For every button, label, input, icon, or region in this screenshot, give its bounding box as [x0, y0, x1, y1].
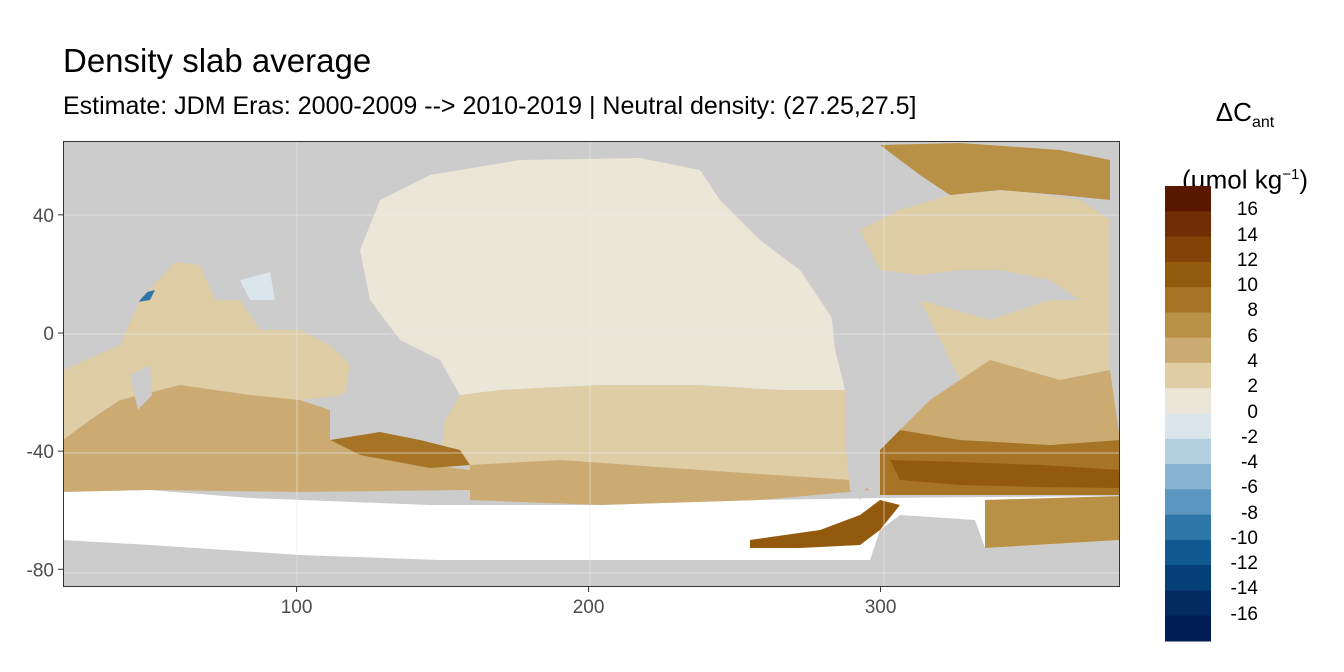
- legend-swatch: [1165, 590, 1211, 617]
- legend-swatch: [1165, 186, 1211, 212]
- south-atlantic: [900, 360, 1120, 445]
- legend-swatch: [1165, 287, 1211, 313]
- south-pacific-mid: [440, 385, 860, 480]
- y-tick-label: -80: [27, 560, 54, 581]
- legend-label: 4: [1247, 350, 1258, 372]
- weddell-sea: [985, 496, 1120, 548]
- legend-label: 12: [1236, 249, 1258, 271]
- legend-label: -4: [1241, 452, 1258, 474]
- y-tick-label: 40: [33, 206, 54, 227]
- legend-swatch: [1165, 514, 1211, 541]
- legend-label: 8: [1247, 300, 1258, 322]
- y-tick-label: -40: [27, 442, 54, 463]
- legend-swatch: [1165, 489, 1211, 516]
- legend-colorbar: [1165, 186, 1211, 642]
- legend-label: -8: [1241, 502, 1258, 524]
- amundsen-shelf: [750, 500, 900, 548]
- indian-ocean-south: [63, 385, 470, 492]
- legend-label: -2: [1241, 426, 1258, 448]
- legend-label: 0: [1247, 401, 1258, 423]
- legend-label: -10: [1230, 527, 1258, 549]
- legend-swatch: [1165, 312, 1211, 339]
- north-atlantic: [860, 190, 1110, 300]
- chart-title: Density slab average: [63, 42, 372, 79]
- legend-swatch: [1165, 464, 1211, 490]
- legend-label: -14: [1230, 578, 1258, 600]
- map-panel: [63, 141, 1120, 587]
- legend-label: 16: [1236, 199, 1258, 221]
- panel-border: [63, 141, 1120, 587]
- legend-swatch: [1165, 362, 1211, 389]
- legend-label: -16: [1230, 603, 1258, 625]
- x-tick-label: 300: [865, 597, 897, 618]
- africa-land: [63, 141, 200, 370]
- tropical-atlantic: [920, 300, 1110, 380]
- legend-swatch: [1165, 539, 1211, 566]
- legend-label: 6: [1247, 325, 1258, 347]
- legend-swatch: [1165, 565, 1211, 591]
- irminger-sea: [880, 143, 1110, 200]
- australia-land: [340, 360, 460, 445]
- atlantic-southern-ocean: [890, 460, 1120, 488]
- legend-label: -12: [1230, 553, 1258, 575]
- legend-swatch: [1165, 438, 1211, 465]
- europe-land: [1110, 141, 1120, 370]
- legend-label: 14: [1236, 224, 1258, 246]
- south-pacific-subpolar: [470, 460, 870, 505]
- y-tick-label: 0: [43, 324, 54, 345]
- legend-swatch: [1165, 413, 1211, 440]
- north-america-land: [700, 141, 880, 300]
- madagascar-land: [130, 365, 152, 410]
- legend-swatch: [1165, 236, 1211, 263]
- x-tick-label: 100: [281, 597, 313, 618]
- tasman-sea: [330, 432, 470, 468]
- chart-subtitle: Estimate: JDM Eras: 2000-2009 --> 2010-2…: [63, 92, 917, 120]
- legend-label: 10: [1236, 275, 1258, 297]
- legend-swatch: [1165, 388, 1211, 414]
- legend-swatch: [1165, 615, 1211, 642]
- legend-swatch: [1165, 211, 1211, 238]
- north-pacific: [360, 158, 855, 395]
- bay-of-bengal: [240, 272, 275, 300]
- legend-swatch: [1165, 337, 1211, 364]
- x-tick-label: 200: [573, 597, 605, 618]
- asia-land: [200, 141, 440, 280]
- legend-label: 2: [1247, 376, 1258, 398]
- legend-label: -6: [1241, 477, 1258, 499]
- legend-swatch: [1165, 261, 1211, 288]
- grid-lines: [63, 141, 1120, 587]
